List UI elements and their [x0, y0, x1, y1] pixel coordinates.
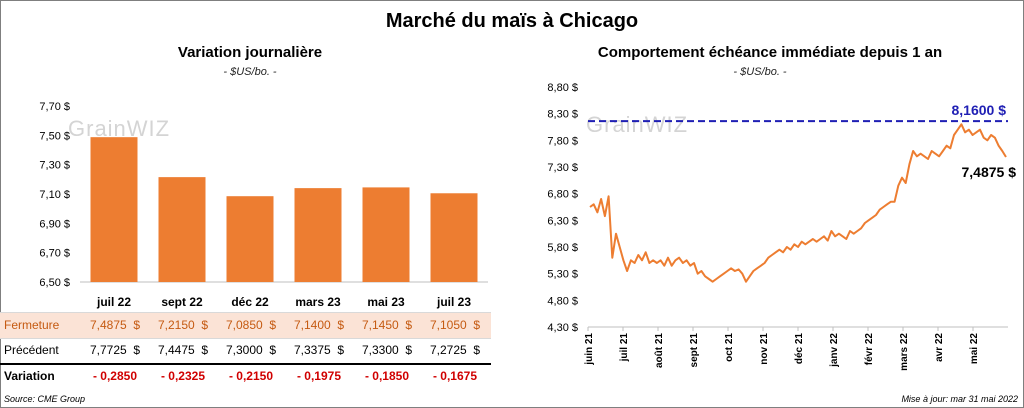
- x-month-label: janv 22: [829, 333, 840, 368]
- max-value-label: 8,1600 $: [952, 102, 1007, 118]
- left-chart-unit: - $US/bo. -: [223, 66, 277, 78]
- x-category-label: sept 22: [161, 295, 203, 309]
- right-chart-title: Comportement échéance immédiate depuis 1…: [597, 44, 943, 61]
- x-month-label: avr 22: [934, 333, 945, 362]
- x-month-label: sept 21: [689, 333, 700, 368]
- x-category-label: déc 22: [231, 295, 269, 309]
- y-tick-label: 8,30 $: [547, 109, 578, 121]
- x-month-label: févr 22: [864, 333, 875, 366]
- y-tick-label: 4,80 $: [547, 295, 578, 307]
- table-cell: 7,4875 $: [89, 318, 141, 332]
- bar: [430, 193, 478, 282]
- x-category-label: mars 23: [295, 295, 341, 309]
- x-month-label: août 21: [654, 333, 665, 368]
- table-cell: 7,1050 $: [429, 318, 481, 332]
- x-month-label: oct 21: [724, 333, 735, 362]
- table-cell: 7,2725 $: [429, 343, 481, 357]
- table-row: Variation - 0,2850 - 0,2325 - 0,2150 - 0,197…: [0, 364, 491, 389]
- x-month-label: nov 21: [759, 333, 770, 365]
- bar: [90, 137, 138, 282]
- x-month-label: mars 22: [899, 333, 910, 371]
- left-watermark-logo: GrainWIZ: [68, 116, 171, 141]
- y-tick-label: 6,50 $: [39, 277, 70, 289]
- y-tick-label: 8,80 $: [547, 82, 578, 94]
- y-tick-label: 6,30 $: [547, 215, 578, 227]
- table-cell: 7,1450 $: [361, 318, 413, 332]
- y-tick-label: 7,70 $: [39, 101, 70, 113]
- bar: [362, 187, 410, 282]
- x-category-label: juil 23: [436, 295, 471, 309]
- table-cell: - 0,1675: [432, 369, 478, 383]
- last-value-label: 7,4875 $: [962, 164, 1017, 180]
- bar-chart: 6,50 $ 6,70 $ 6,90 $ 7,10 $ 7,30 $ 7,50 $ 7,70…: [39, 101, 488, 309]
- bar: [226, 196, 274, 282]
- table-cell: 7,0850 $: [225, 318, 277, 332]
- y-tick-label: 4,30 $: [547, 322, 578, 334]
- price-series-line: [589, 123, 1007, 283]
- x-month-label: juin 21: [584, 333, 595, 366]
- right-watermark-logo: GrainWIZ: [586, 112, 689, 137]
- row-label: Variation: [4, 369, 55, 383]
- y-tick-label: 5,80 $: [547, 242, 578, 254]
- y-tick-label: 6,80 $: [547, 189, 578, 201]
- y-tick-label: 7,50 $: [39, 130, 70, 142]
- right-chart-unit: - $US/bo. -: [733, 66, 787, 78]
- x-month-label: mai 22: [969, 333, 980, 365]
- source-note: Source: CME Group: [4, 394, 86, 404]
- row-label: Fermeture: [4, 318, 60, 332]
- y-tick-label: 7,30 $: [39, 160, 70, 172]
- update-note: Mise à jour: mar 31 mai 2022: [901, 394, 1018, 404]
- x-category-label: juil 22: [96, 295, 131, 309]
- y-tick-label: 6,70 $: [39, 248, 70, 260]
- table-cell: - 0,1850: [364, 369, 410, 383]
- y-tick-label: 5,30 $: [547, 269, 578, 281]
- table-cell: 7,3000 $: [225, 343, 277, 357]
- y-tick-label: 6,90 $: [39, 218, 70, 230]
- row-label: Précédent: [4, 343, 59, 357]
- left-chart-title: Variation journalière: [177, 44, 323, 61]
- table-cell: 7,2150 $: [157, 318, 209, 332]
- table-cell: 7,3300 $: [361, 343, 413, 357]
- x-month-label: déc 21: [794, 333, 805, 365]
- table-cell: - 0,1975: [296, 369, 342, 383]
- x-month-label: juil 21: [619, 333, 630, 363]
- y-tick-label: 7,80 $: [547, 135, 578, 147]
- table-cell: 7,7725 $: [89, 343, 141, 357]
- y-tick-label: 7,10 $: [39, 189, 70, 201]
- table-cell: 7,1400 $: [293, 318, 345, 332]
- page-title: Marché du maïs à Chicago: [385, 10, 639, 32]
- table-cell: - 0,2150: [228, 369, 274, 383]
- table-cell: - 0,2325: [160, 369, 206, 383]
- table-row: Fermeture 7,4875 $ 7,2150 $ 7,0850 $ 7,1400 …: [0, 312, 491, 339]
- table-cell: 7,4475 $: [157, 343, 209, 357]
- x-category-label: mai 23: [367, 295, 405, 309]
- table-row: Précédent 7,7725 $ 7,4475 $ 7,3000 $ 7,3375 …: [0, 338, 491, 365]
- table-cell: 7,3375 $: [293, 343, 345, 357]
- bar: [158, 177, 206, 282]
- y-tick-label: 7,30 $: [547, 162, 578, 174]
- table-cell: - 0,2850: [92, 369, 138, 383]
- bar: [294, 188, 342, 282]
